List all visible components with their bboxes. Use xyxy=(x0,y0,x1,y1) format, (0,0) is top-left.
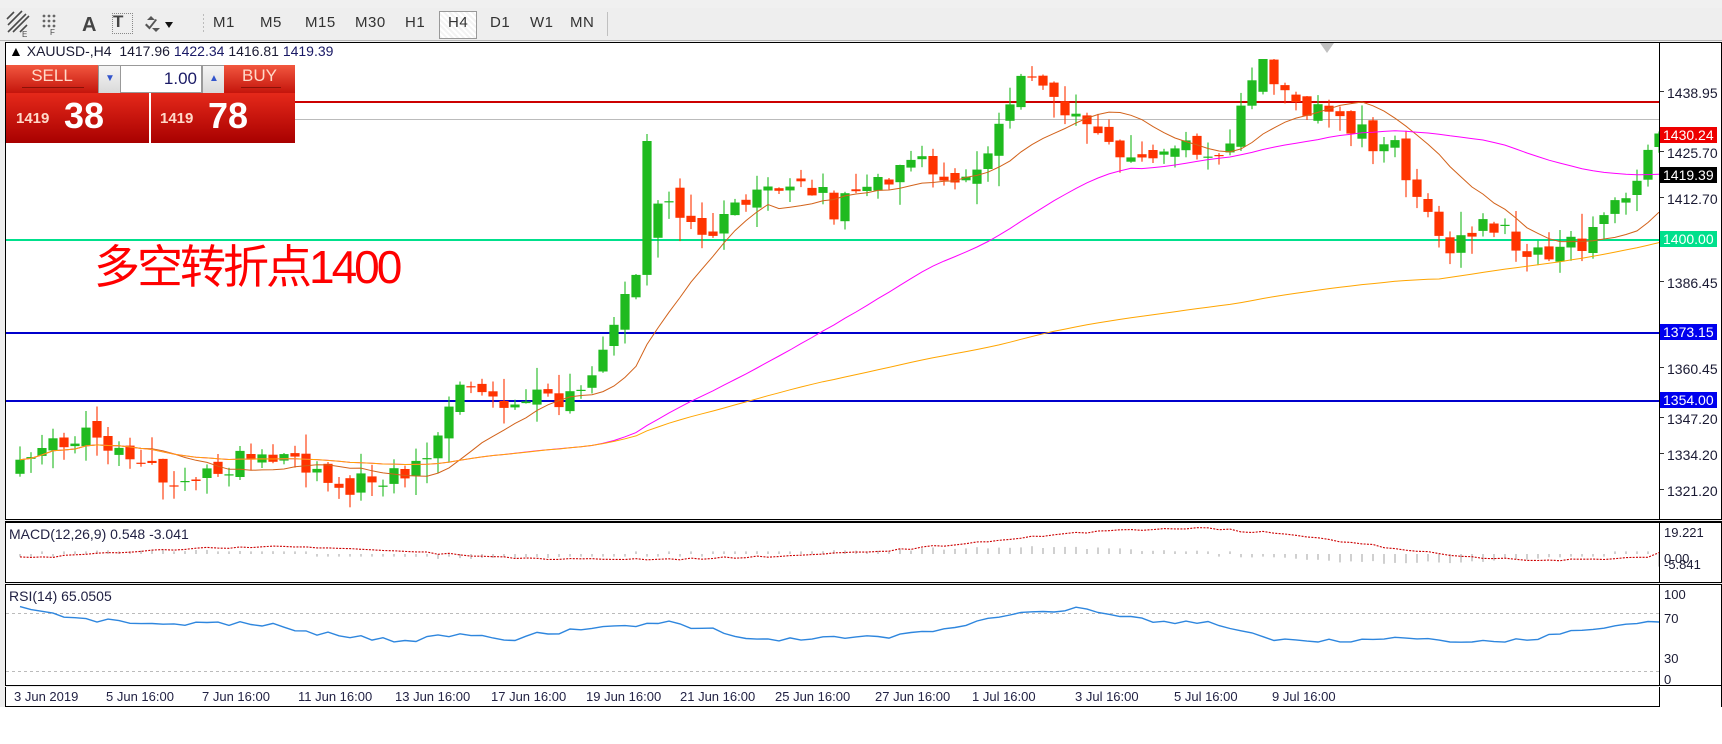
svg-text:F: F xyxy=(50,28,55,36)
svg-text:E: E xyxy=(22,30,27,39)
